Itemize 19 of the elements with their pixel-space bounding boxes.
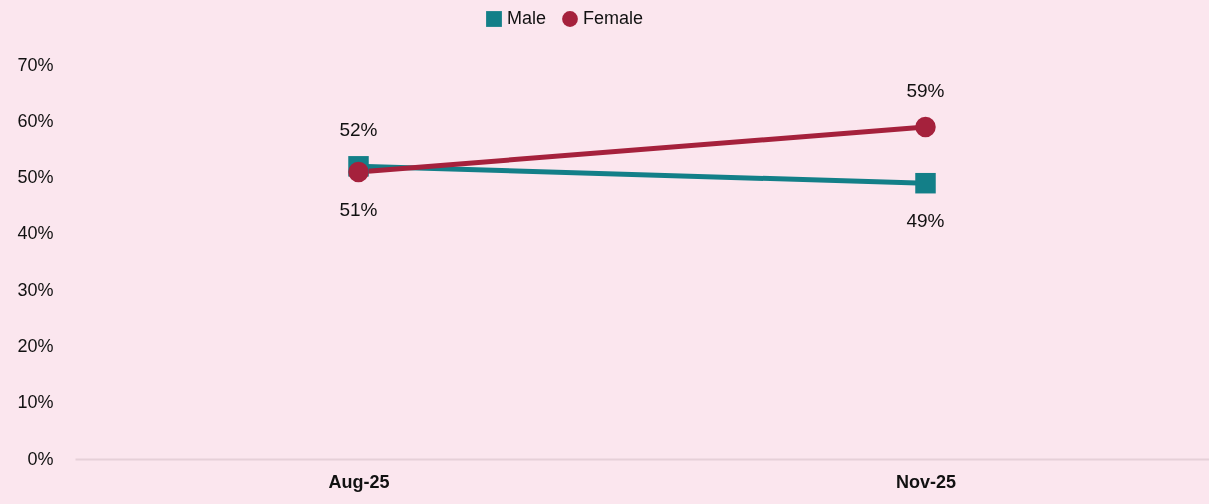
data-label: 59%: [906, 79, 945, 101]
legend-label: Female: [583, 8, 644, 28]
x-tick-label: Nov-25: [895, 471, 957, 492]
x-tick-label: Aug-25: [328, 471, 390, 492]
y-tick-label: 0%: [27, 448, 54, 469]
data-label: 51%: [339, 198, 378, 220]
y-tick-label: 40%: [17, 223, 54, 244]
y-tick-label: 10%: [17, 392, 54, 413]
y-tick-label: 30%: [17, 279, 54, 300]
point: [348, 161, 369, 183]
data-label: 49%: [906, 210, 945, 232]
point: [915, 116, 936, 138]
y-tick-label: 70%: [17, 54, 54, 75]
y-tick-label: 60%: [17, 110, 54, 131]
y-tick-label: 50%: [17, 167, 54, 188]
legend-label: Male: [507, 8, 547, 28]
y-tick-label: 20%: [17, 335, 54, 356]
data-label: 52%: [339, 119, 378, 141]
point: [915, 172, 936, 194]
